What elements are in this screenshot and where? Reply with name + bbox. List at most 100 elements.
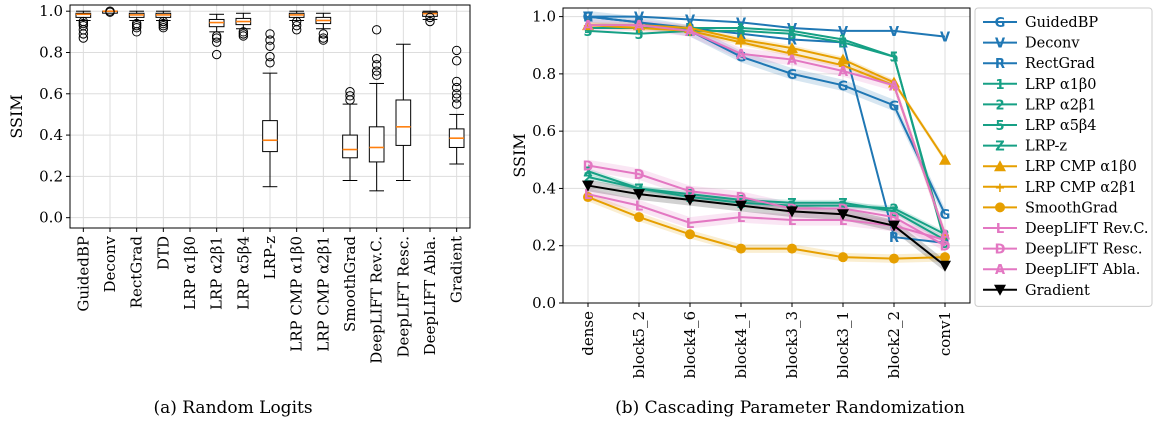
data-point: V (634, 11, 644, 26)
data-point: 1 (736, 22, 745, 37)
data-point: A (685, 25, 695, 40)
data-point: R (838, 36, 848, 51)
outlier-point (371, 66, 382, 76)
x-tick-label: LRP CMP α2β1 (314, 236, 332, 352)
data-point: + (685, 25, 696, 40)
y-tick-label: 0.4 (532, 179, 556, 197)
legend-label: LRP CMP α2β1 (1025, 180, 1137, 196)
outlier-point (158, 23, 169, 33)
legend-marker: G (995, 16, 1006, 31)
data-point (939, 153, 951, 165)
legend-marker: L (996, 222, 1004, 237)
data-point: 2 (838, 200, 847, 215)
series-band (588, 179, 945, 272)
data-point: Z (940, 234, 949, 249)
legend-label: SmoothGrad (1025, 200, 1118, 216)
data-point: + (583, 19, 594, 34)
data-point (786, 206, 798, 218)
x-tick-label: LRP α2β1 (208, 236, 226, 310)
data-point: Z (838, 197, 847, 212)
legend-marker: 5 (995, 119, 1004, 134)
box (262, 120, 278, 153)
series-band (588, 188, 945, 246)
x-tick-label: block4_1 (732, 311, 750, 379)
legend-marker: Z (995, 140, 1004, 155)
data-point: L (584, 188, 592, 203)
data-point: 5 (838, 36, 847, 51)
series-band (588, 159, 945, 252)
data-point: V (787, 22, 797, 37)
data-point: A (787, 54, 797, 69)
y-tick-label: 0.6 (532, 122, 556, 140)
data-point (736, 243, 746, 254)
data-point: 2 (583, 171, 592, 186)
legend-label: LRP CMP α1β0 (1025, 159, 1137, 175)
data-point: A (583, 19, 593, 34)
plot-frame (562, 7, 971, 304)
legend-label: Gradient (1025, 283, 1090, 299)
legend-label: DeepLIFT Rev.C. (1025, 221, 1149, 237)
data-point (837, 209, 849, 221)
outlier-point (158, 16, 169, 27)
y-tick-label: 0.6 (39, 85, 63, 103)
data-point: V (889, 25, 899, 40)
outlier-point (265, 41, 275, 51)
data-point: D (736, 191, 747, 206)
legend-label: LRP α2β1 (1025, 97, 1097, 113)
data-point (940, 252, 950, 263)
outlier-point (425, 12, 435, 23)
outlier-point (451, 89, 462, 99)
x-tick-label: RectGrad (128, 236, 146, 309)
data-point: 5 (634, 28, 643, 43)
data-point: V (838, 25, 848, 40)
data-point (939, 260, 951, 272)
y-tick-label: 0.0 (532, 294, 556, 312)
legend: G GuidedBP V Deconv R RectGrad 1 LRP α1β0 2 LRP α… (974, 7, 1153, 307)
data-point: 5 (940, 237, 949, 252)
data-point: G (838, 79, 849, 94)
outlier-point (371, 25, 382, 35)
data-point: V (736, 16, 746, 31)
legend-marker (994, 160, 1006, 172)
data-point: L (941, 234, 949, 249)
outlier-point (131, 20, 142, 31)
outlier-point (265, 51, 275, 62)
data-point (633, 189, 645, 201)
outlier-point (371, 53, 382, 64)
outlier-point (265, 29, 275, 39)
data-point: R (940, 237, 950, 252)
outlier-point (238, 29, 249, 39)
data-point: V (583, 11, 593, 26)
legend-marker (994, 284, 1006, 296)
plot-frame (69, 4, 471, 229)
outlier-point (131, 27, 142, 37)
outlier-point (265, 35, 275, 45)
chart-cascading-randomization: 0.0 0.2 0.4 0.6 0.8 1.0 SSIM dense block5_2 block… (510, 7, 971, 379)
data-point: + (940, 228, 951, 243)
outlier-point (451, 56, 462, 66)
legend-marker: V (995, 37, 1005, 52)
outlier-point (78, 29, 89, 39)
data-point: D (634, 168, 645, 183)
x-tick-label: Deconv (101, 235, 119, 292)
series-line (588, 15, 946, 38)
x-tick-label: Gradient (448, 236, 466, 303)
data-point: L (635, 200, 643, 215)
data-point: D (889, 211, 900, 226)
legend-marker: 2 (995, 98, 1004, 113)
y-tick-label: 1.0 (39, 2, 63, 20)
outlier-point (211, 37, 222, 47)
data-point: D (583, 160, 594, 175)
x-tick-label: LRP-z (261, 236, 279, 280)
series-band (588, 174, 945, 238)
outlier-point (371, 70, 382, 80)
data-point: R (787, 34, 797, 49)
data-point: G (787, 68, 798, 83)
data-point: 5 (583, 25, 592, 40)
data-point: G (736, 51, 747, 66)
outlier-point (318, 29, 329, 39)
x-tick-label: LRP α1β0 (181, 236, 199, 310)
x-tick-label: SmoothGrad (341, 236, 359, 332)
caption-cascading-randomization: (b) Cascading Parameter Randomization (615, 398, 965, 418)
box (342, 134, 358, 159)
